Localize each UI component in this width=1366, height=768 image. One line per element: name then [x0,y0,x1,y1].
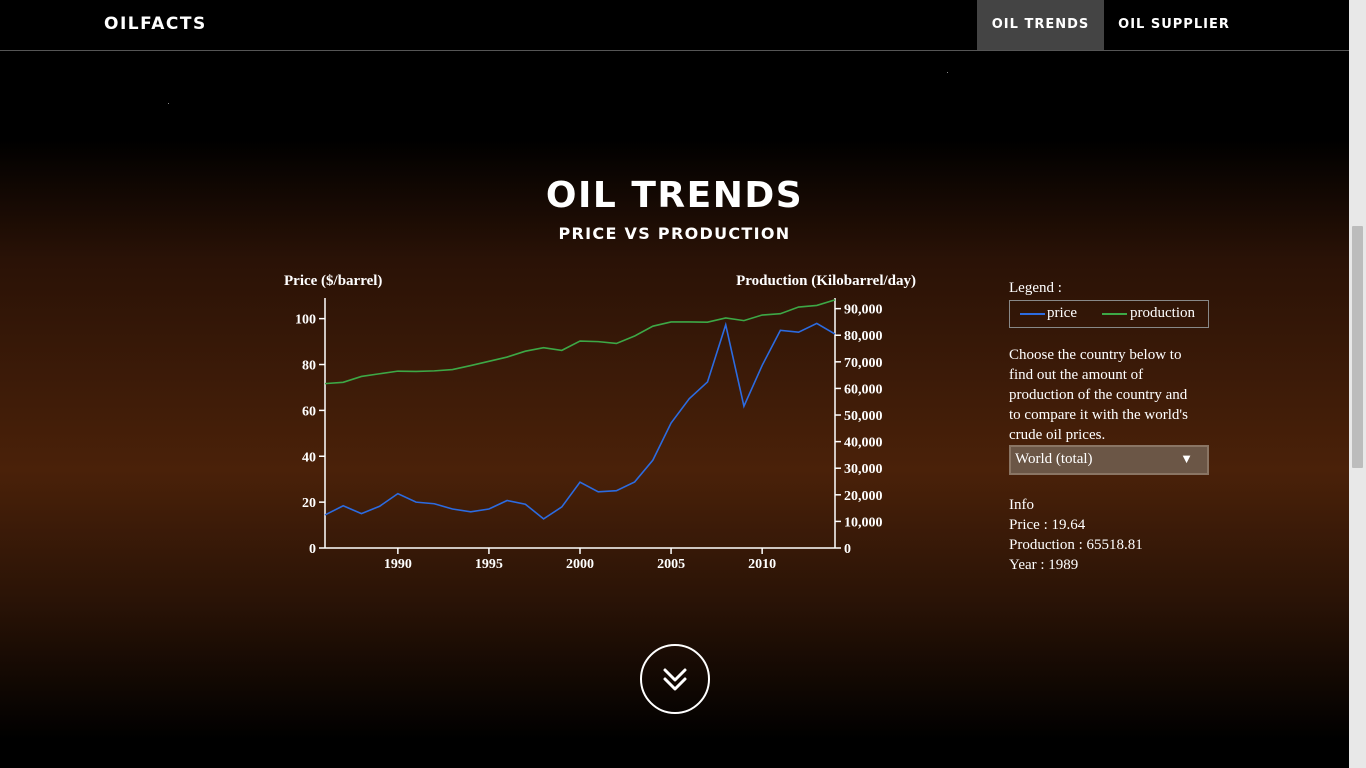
y-right-tick-label: 0 [844,542,851,557]
price-production-chart: 0 20 40 60 80 100 0 10,000 20,000 30,000 40,000 50,… [284,273,916,572]
y-right-tick-label: 80,000 [844,329,883,344]
chevron-down-icon: ▼ [1180,451,1193,466]
legend-box: price production [1009,300,1209,328]
series-line-price [324,321,836,520]
background-star [947,72,948,73]
background-star [168,103,169,104]
y-left-tick-label: 60 [302,404,316,419]
legend-production-label: production [1130,305,1195,321]
info-year: Year : 1989 [1009,557,1079,573]
info-price: Price : 19.64 [1009,517,1086,533]
x-tick-label: 2000 [566,557,594,572]
y-right-tick-label: 90,000 [844,303,883,318]
brand-logo[interactable]: OILFACTS [104,14,207,34]
x-tick-label: 2010 [748,557,776,572]
y-right-tick-label: 20,000 [844,489,883,504]
x-tick-label: 1995 [475,557,503,572]
y-right-tick-label: 60,000 [844,382,883,397]
country-description: Choose the country below to find out the… [1009,347,1188,443]
y-left-tick-label: 100 [295,313,316,328]
navbar: OILFACTS OIL TRENDS OIL SUPPLIER [0,0,1349,51]
x-tick-label: 1990 [384,557,412,572]
y-right-tick-label: 40,000 [844,436,883,451]
page-subtitle: PRICE VS PRODUCTION [558,224,791,243]
info-title: Info [1009,497,1034,513]
series-line-production [324,299,836,385]
y-left-tick-label: 80 [302,359,316,374]
double-chevron-down-icon [663,668,687,691]
y-right-tick-label: 70,000 [844,356,883,371]
nav-oil-supplier[interactable]: OIL SUPPLIER [1118,17,1230,32]
y-right-tick-label: 30,000 [844,462,883,477]
y-left-tick-label: 0 [309,542,316,557]
country-select[interactable]: World (total) ▼ [1009,445,1209,475]
y-right-tick-label: 10,000 [844,515,883,530]
scrollbar-thumb[interactable] [1352,226,1363,468]
y-right-tick-label: 50,000 [844,409,883,424]
y-right-axis-label: Production (Kilobarrel/day) [736,273,916,289]
legend-price-label: price [1047,305,1077,321]
legend-title: Legend : [1009,280,1062,296]
y-left-axis-label: Price ($/barrel) [284,273,382,289]
y-left-tick-label: 20 [302,496,316,511]
country-select-value: World (total) [1015,451,1093,467]
x-tick-label: 2005 [657,557,685,572]
info-production: Production : 65518.81 [1009,537,1143,553]
legend-production-swatch [1102,313,1127,315]
nav-oil-trends[interactable]: OIL TRENDS [977,0,1104,50]
scrollbar[interactable] [1349,0,1366,768]
info-panel: Info Price : 19.64 Production : 65518.81… [1009,495,1143,575]
y-left-tick-label: 40 [302,450,316,465]
scroll-down-button[interactable] [640,644,710,714]
page-title: OIL TRENDS [545,175,804,216]
legend-price-swatch [1020,313,1045,315]
